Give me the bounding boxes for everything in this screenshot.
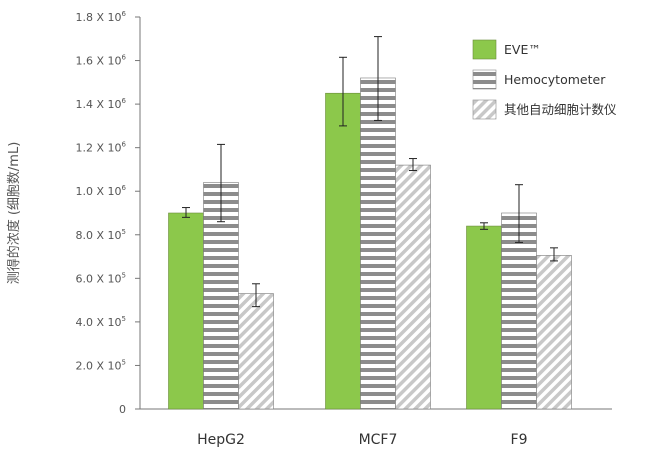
legend: EVE™ Hemocytometer 其他自动细胞计数仪: [472, 39, 617, 120]
error-bars: [182, 36, 558, 308]
y-ticks: 0 2.0 X 105 4.0 X 105 6.0 X 105 8.0 X 105 1.0…: [76, 10, 140, 416]
bar-hepg2-series-1: [168, 212, 204, 410]
y-tick-label: 1.6 X 106: [76, 54, 127, 68]
y-tick-label: 8.0 X 105: [76, 228, 127, 242]
category-label-hepg2: HepG2: [197, 432, 245, 448]
legend-swatch-2: [472, 69, 497, 90]
y-tick-label: 4.0 X 105: [76, 315, 127, 329]
bar-f9-series-2: [501, 212, 537, 410]
bars: [168, 77, 572, 410]
legend-swatch-1: [472, 39, 497, 60]
legend-label-2: Hemocytometer: [504, 72, 606, 87]
category-label-mcf7: MCF7: [359, 432, 398, 448]
bar-f9-series-3: [536, 255, 572, 410]
y-tick-label: 2.0 X 105: [76, 358, 127, 372]
legend-label-3: 其他自动细胞计数仪: [504, 102, 617, 117]
category-label-f9: F9: [511, 432, 528, 448]
y-tick-label: 1.0 X 106: [76, 184, 127, 198]
y-tick-label: 1.4 X 106: [76, 97, 127, 111]
y-tick-label: 6.0 X 105: [76, 271, 127, 285]
bar-hepg2-series-3: [238, 293, 274, 410]
y-tick-label: 0: [119, 403, 126, 416]
legend-label-1: EVE™: [504, 42, 541, 57]
legend-swatch-3: [472, 99, 497, 120]
category-labels: HepG2 MCF7 F9: [197, 432, 527, 448]
bar-mcf7-series-3: [395, 164, 431, 410]
y-axis-label: 测得的浓度 (细胞数/mL): [6, 142, 22, 285]
bar-f9-series-1: [466, 225, 502, 410]
bar-mcf7-series-1: [325, 92, 361, 410]
y-tick-label: 1.2 X 106: [76, 141, 127, 155]
bar-mcf7-series-2: [360, 77, 396, 410]
y-tick-label: 1.8 X 106: [76, 10, 127, 24]
